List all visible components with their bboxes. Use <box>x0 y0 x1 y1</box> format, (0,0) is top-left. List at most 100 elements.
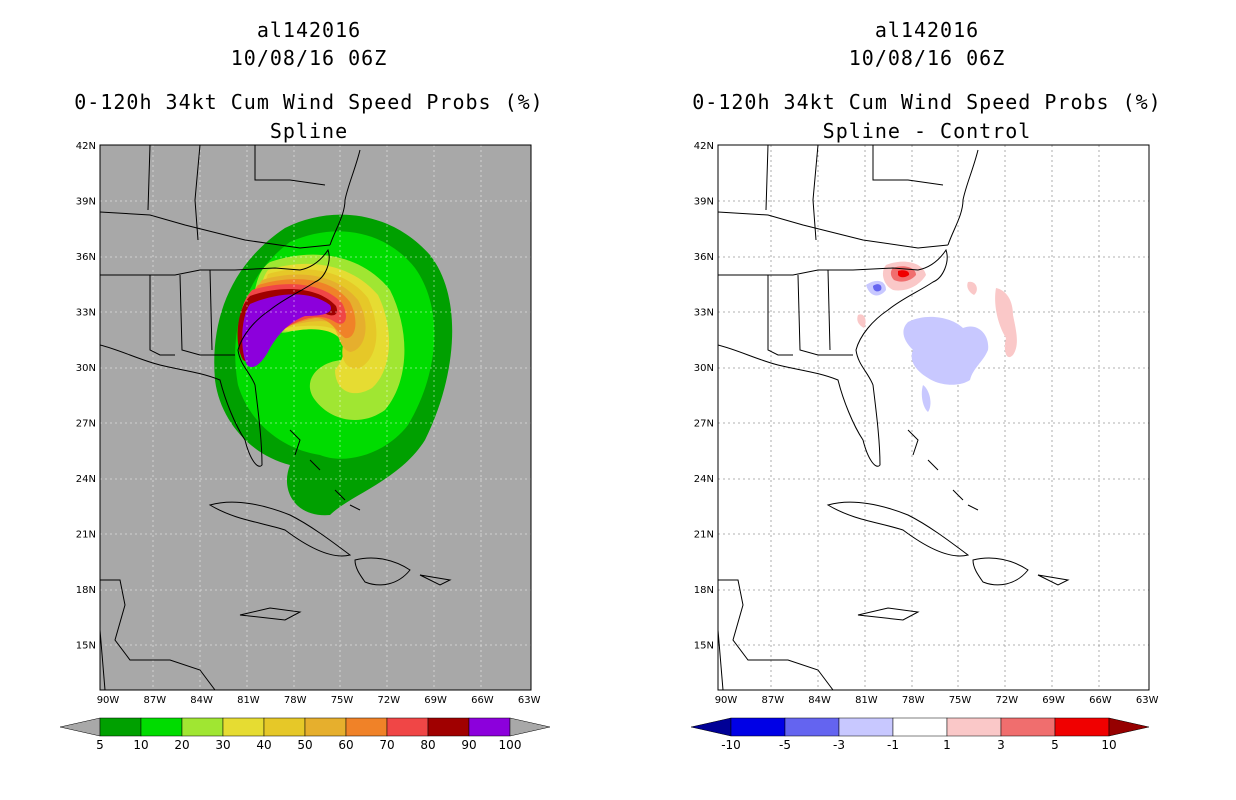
lat-label: 27N <box>694 419 714 430</box>
map-frame <box>717 144 1150 691</box>
panel-subtitle: Spline <box>269 119 349 143</box>
probability-colorbar: 5 10 20 30 40 50 60 70 80 90 100 <box>59 717 551 752</box>
latitude-labels: 42N 39N 36N 33N 30N 27N 24N 21N 18N 15N <box>694 141 714 652</box>
colorbar-swatch <box>892 717 948 737</box>
difference-map: 42N 39N 36N 33N 30N 27N 24N 21N 18N 15N 90W 87W 84W… <box>690 141 1159 752</box>
colorbar-swatch <box>304 717 347 737</box>
colorbar-label: 30 <box>215 738 230 752</box>
lon-label: 84W <box>190 695 213 706</box>
colorbar-swatch <box>838 717 894 737</box>
lat-label: 36N <box>76 252 96 263</box>
colorbar-swatch <box>468 717 511 737</box>
colorbar-label: 90 <box>461 738 476 752</box>
colorbar-swatch <box>140 717 183 737</box>
coastlines <box>718 145 1070 690</box>
panel-subtitle: Spline - Control <box>822 119 1032 143</box>
lon-label: 90W <box>715 695 738 706</box>
colorbar-label: -1 <box>887 738 899 752</box>
colorbar-label: 5 <box>1051 738 1059 752</box>
colorbar-label: 10 <box>1101 738 1116 752</box>
lon-label: 81W <box>855 695 878 706</box>
colorbar-label: 40 <box>256 738 271 752</box>
lon-label: 84W <box>808 695 831 706</box>
lat-label: 42N <box>76 141 96 152</box>
lat-label: 21N <box>76 530 96 541</box>
colorbar-swatch <box>386 717 429 737</box>
colorbar-label: 80 <box>420 738 435 752</box>
longitude-labels: 90W 87W 84W 81W 78W 75W 72W 69W 66W 63W <box>97 695 541 706</box>
colorbar-label: 1 <box>943 738 951 752</box>
storm-id-title: al142016 <box>874 18 980 42</box>
lat-label: 18N <box>694 585 714 596</box>
lon-label: 63W <box>518 695 541 706</box>
lat-label: 36N <box>694 252 714 263</box>
difference-colorbar: -10 -5 -3 -1 1 3 5 10 <box>690 717 1150 752</box>
left-panel: al142016 10/08/16 06Z 0-120h 34kt Cum Wi… <box>59 18 551 752</box>
datetime-title: 10/08/16 06Z <box>848 46 1006 70</box>
lat-label: 27N <box>76 419 96 430</box>
difference-contours <box>857 261 1017 412</box>
colorbar-label: -5 <box>779 738 791 752</box>
colorbar-swatch <box>427 717 470 737</box>
lat-label: 39N <box>694 197 714 208</box>
colorbar-label: -10 <box>721 738 741 752</box>
colorbar-swatch <box>784 717 840 737</box>
lon-label: 78W <box>902 695 925 706</box>
colorbar-label: 100 <box>499 738 522 752</box>
longitude-labels: 90W 87W 84W 81W 78W 75W 72W 69W 66W 63W <box>715 695 1159 706</box>
lat-label: 21N <box>694 530 714 541</box>
colorbar-under-arrow <box>59 717 101 737</box>
contour-pos-1c <box>967 281 977 295</box>
lon-label: 81W <box>237 695 260 706</box>
contour-90-100 <box>242 294 331 368</box>
lat-label: 33N <box>76 308 96 319</box>
lon-label: 69W <box>1042 695 1065 706</box>
colorbar-label: -3 <box>833 738 845 752</box>
colorbar-swatch <box>1000 717 1056 737</box>
lon-label: 87W <box>761 695 784 706</box>
lon-label: 63W <box>1136 695 1159 706</box>
colorbar-swatch <box>345 717 388 737</box>
lat-label: 39N <box>76 197 96 208</box>
coastlines <box>100 145 452 690</box>
colorbar-label: 3 <box>997 738 1005 752</box>
lat-label: 30N <box>76 363 96 374</box>
storm-id-title: al142016 <box>256 18 362 42</box>
colorbar-swatch <box>99 717 142 737</box>
lon-label: 72W <box>377 695 400 706</box>
lon-label: 75W <box>949 695 972 706</box>
contour-pos-1d <box>857 314 866 328</box>
contour-pos-5 <box>898 270 910 278</box>
colorbar-label: 70 <box>379 738 394 752</box>
colorbar-label: 60 <box>338 738 353 752</box>
lon-label: 75W <box>331 695 354 706</box>
lat-label: 15N <box>694 641 714 652</box>
product-title: 0-120h 34kt Cum Wind Speed Probs (%) <box>74 90 544 114</box>
contour-neg-5 <box>873 284 882 292</box>
lat-label: 18N <box>76 585 96 596</box>
grid-lines <box>100 145 531 690</box>
lon-label: 90W <box>97 695 120 706</box>
lat-label: 30N <box>694 363 714 374</box>
map-background <box>718 145 1149 690</box>
contour-pos-1b <box>995 288 1017 358</box>
colorbar-swatch <box>730 717 786 737</box>
lon-label: 87W <box>143 695 166 706</box>
lon-label: 72W <box>995 695 1018 706</box>
product-title: 0-120h 34kt Cum Wind Speed Probs (%) <box>692 90 1162 114</box>
colorbar-label: 50 <box>297 738 312 752</box>
colorbar-swatch <box>222 717 265 737</box>
lat-label: 42N <box>694 141 714 152</box>
contour-neg-1b <box>921 385 931 412</box>
colorbar-label: 10 <box>133 738 148 752</box>
lat-label: 15N <box>76 641 96 652</box>
lon-label: 66W <box>471 695 494 706</box>
colorbar-label: 20 <box>174 738 189 752</box>
probability-contours <box>214 214 453 516</box>
colorbar-swatch <box>1054 717 1110 737</box>
map-frame <box>99 144 532 691</box>
datetime-title: 10/08/16 06Z <box>230 46 388 70</box>
lat-label: 24N <box>694 474 714 485</box>
latitude-labels: 42N 39N 36N 33N 30N 27N 24N 21N 18N 15N <box>76 141 96 652</box>
colorbar-swatch <box>263 717 306 737</box>
